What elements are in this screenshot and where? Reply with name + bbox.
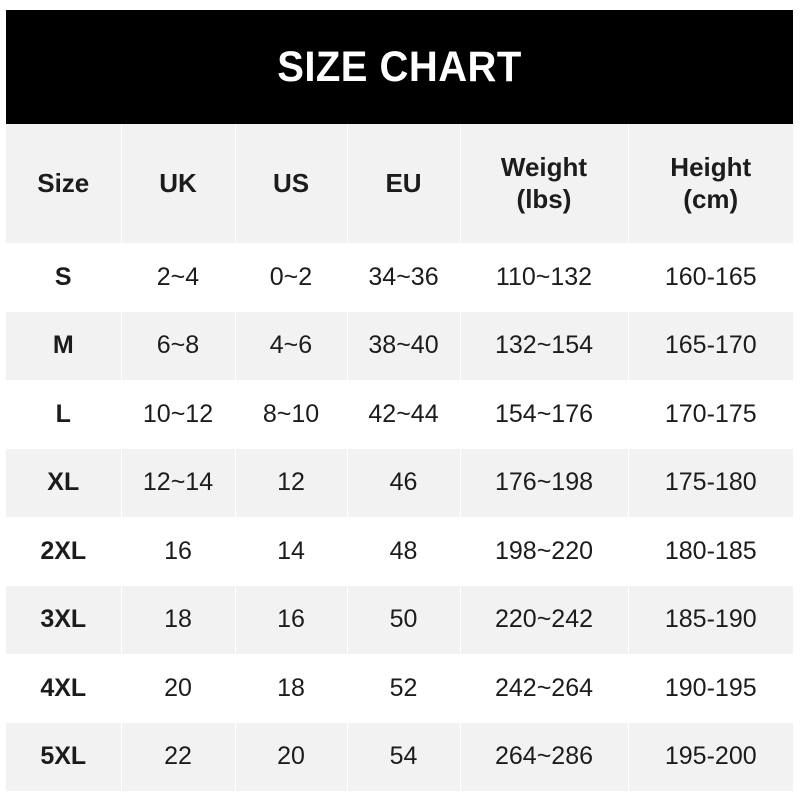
cell-size: 4XL bbox=[6, 654, 122, 723]
cell-us: 8~10 bbox=[235, 380, 348, 449]
cell-size: M bbox=[6, 311, 122, 380]
cell-size: S bbox=[6, 243, 122, 312]
cell-weight: 242~264 bbox=[460, 654, 629, 723]
cell-us: 20 bbox=[235, 722, 348, 791]
title-banner: SIZE CHART bbox=[6, 10, 793, 124]
column-header-weight-label: Weight bbox=[500, 151, 588, 182]
table-row: S 2~4 0~2 34~36 110~132 160-165 bbox=[6, 243, 793, 312]
cell-uk: 16 bbox=[121, 517, 236, 586]
cell-size: 5XL bbox=[6, 722, 122, 791]
size-chart-table: Size UK US EU Weight (lbs) Height (cm) bbox=[6, 124, 793, 791]
cell-us: 18 bbox=[235, 654, 348, 723]
cell-size: 2XL bbox=[6, 517, 122, 586]
cell-uk: 6~8 bbox=[121, 311, 236, 380]
column-header-uk-label: UK bbox=[159, 167, 197, 198]
table-body: S 2~4 0~2 34~36 110~132 160-165 M 6~8 4~… bbox=[6, 243, 793, 791]
cell-weight: 198~220 bbox=[460, 517, 629, 586]
cell-uk: 2~4 bbox=[121, 243, 236, 312]
column-header-size: Size bbox=[6, 124, 122, 243]
column-header-eu: EU bbox=[347, 124, 461, 243]
cell-height: 160-165 bbox=[664, 262, 757, 291]
cell-size: L bbox=[6, 380, 122, 449]
column-header-height-label: Height bbox=[670, 151, 752, 182]
cell-height: 195-200 bbox=[664, 742, 757, 771]
cell-uk: 20 bbox=[121, 654, 236, 723]
column-header-size-label: Size bbox=[37, 167, 90, 198]
cell-us: 16 bbox=[235, 585, 348, 654]
table-row: M 6~8 4~6 38~40 132~154 165-170 bbox=[6, 311, 793, 380]
cell-height: 180-185 bbox=[664, 536, 757, 565]
cell-eu: 52 bbox=[347, 654, 461, 723]
table-row: 3XL 18 16 50 220~242 185-190 bbox=[6, 585, 793, 654]
cell-height: 175-180 bbox=[664, 468, 757, 497]
column-header-us: US bbox=[235, 124, 348, 243]
column-header-weight-unit: (lbs) bbox=[516, 183, 572, 214]
cell-us: 14 bbox=[235, 517, 348, 586]
cell-eu: 50 bbox=[347, 585, 461, 654]
cell-us: 4~6 bbox=[235, 311, 348, 380]
cell-uk: 22 bbox=[121, 722, 236, 791]
table-row: 2XL 16 14 48 198~220 180-185 bbox=[6, 517, 793, 586]
cell-height: 165-170 bbox=[664, 331, 757, 360]
cell-us: 0~2 bbox=[235, 243, 348, 312]
cell-eu: 46 bbox=[347, 448, 461, 517]
column-header-height-unit: (cm) bbox=[683, 183, 739, 214]
cell-weight: 110~132 bbox=[460, 243, 629, 312]
cell-eu: 54 bbox=[347, 722, 461, 791]
table-header: Size UK US EU Weight (lbs) Height (cm) bbox=[6, 124, 793, 243]
table-header-row: Size UK US EU Weight (lbs) Height (cm) bbox=[6, 124, 793, 243]
cell-uk: 18 bbox=[121, 585, 236, 654]
cell-height: 190-195 bbox=[664, 673, 757, 702]
cell-eu: 42~44 bbox=[347, 380, 461, 449]
cell-eu: 38~40 bbox=[347, 311, 461, 380]
cell-uk: 10~12 bbox=[121, 380, 236, 449]
cell-eu: 48 bbox=[347, 517, 461, 586]
cell-weight: 220~242 bbox=[460, 585, 629, 654]
table-row: 5XL 22 20 54 264~286 195-200 bbox=[6, 722, 793, 791]
cell-weight: 264~286 bbox=[460, 722, 629, 791]
cell-uk: 12~14 bbox=[121, 448, 236, 517]
cell-eu: 34~36 bbox=[347, 243, 461, 312]
table-row: XL 12~14 12 46 176~198 175-180 bbox=[6, 448, 793, 517]
cell-weight: 176~198 bbox=[460, 448, 629, 517]
cell-size: 3XL bbox=[6, 585, 122, 654]
cell-size: XL bbox=[6, 448, 122, 517]
cell-height: 185-190 bbox=[664, 605, 757, 634]
page-title: SIZE CHART bbox=[277, 42, 522, 91]
table-row: L 10~12 8~10 42~44 154~176 170-175 bbox=[6, 380, 793, 449]
column-header-height: Height (cm) bbox=[628, 124, 793, 243]
column-header-uk: UK bbox=[121, 124, 236, 243]
column-header-eu-label: EU bbox=[385, 167, 422, 198]
column-header-us-label: US bbox=[272, 167, 310, 198]
cell-height: 170-175 bbox=[664, 399, 757, 428]
table-row: 4XL 20 18 52 242~264 190-195 bbox=[6, 654, 793, 723]
column-header-weight: Weight (lbs) bbox=[460, 124, 629, 243]
cell-weight: 132~154 bbox=[460, 311, 629, 380]
cell-weight: 154~176 bbox=[460, 380, 629, 449]
cell-us: 12 bbox=[235, 448, 348, 517]
